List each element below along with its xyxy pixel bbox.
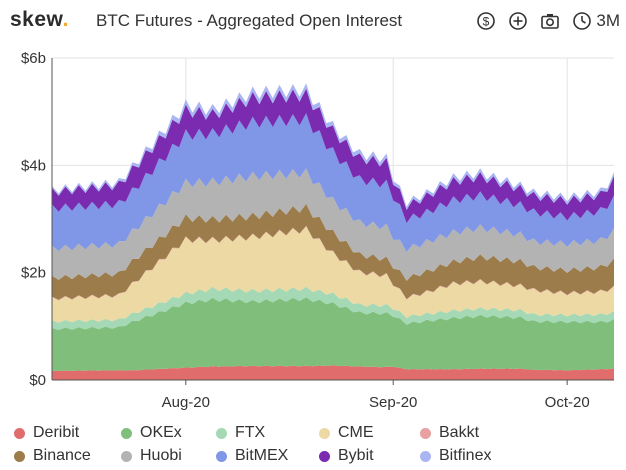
legend-item-huobi[interactable]: Huobi xyxy=(121,447,182,465)
legend-label: OKEx xyxy=(140,424,182,441)
legend-item-bakkt[interactable]: Bakkt xyxy=(420,424,479,442)
clock-icon xyxy=(572,11,592,31)
legend-label: Bitfinex xyxy=(439,447,492,464)
area-deribit[interactable] xyxy=(52,365,614,380)
y-tick-label-3: $6b xyxy=(21,50,46,67)
legend-item-deribit[interactable]: Deribit xyxy=(14,424,79,442)
y-tick-label-2: $4b xyxy=(21,157,46,174)
legend-dot-icon xyxy=(121,450,132,462)
legend-dot-icon xyxy=(216,427,227,439)
x-tick-label-1: Sep-20 xyxy=(369,394,417,411)
legend-dot-icon xyxy=(420,450,431,462)
area-bybit[interactable] xyxy=(52,88,614,224)
header-bar: skew. BTC Futures - Aggregated Open Inte… xyxy=(0,0,626,42)
legend-dot-icon xyxy=(216,450,227,462)
legend-item-bybit[interactable]: Bybit xyxy=(319,447,374,465)
area-bitfinex[interactable] xyxy=(52,83,614,210)
x-tick-label-0: Aug-20 xyxy=(162,394,210,411)
legend-item-cme[interactable]: CME xyxy=(319,424,374,442)
legend-label: BitMEX xyxy=(235,447,289,464)
legend-item-bitfinex[interactable]: Bitfinex xyxy=(420,447,491,465)
dollar-circle-icon[interactable]: $ xyxy=(476,11,496,31)
legend-dot-icon xyxy=(319,427,330,439)
area-huobi[interactable] xyxy=(52,168,614,281)
area-bitmex[interactable] xyxy=(52,113,614,252)
legend-item-binance[interactable]: Binance xyxy=(14,447,91,465)
legend-label: Binance xyxy=(33,447,91,464)
legend-label: Bakkt xyxy=(439,424,480,441)
legend-dot-icon xyxy=(14,427,25,439)
legend-dot-icon xyxy=(121,427,132,439)
logo-dot: . xyxy=(62,8,69,31)
legend-label: Huobi xyxy=(140,447,182,464)
legend-label: CME xyxy=(338,424,374,441)
time-range-selector[interactable]: 3M xyxy=(572,11,620,31)
chart-axes: $0 $2b $4b $6b Aug-20 Sep-20 Oct-20 xyxy=(21,50,614,411)
legend-label: Deribit xyxy=(33,424,80,441)
legend-label: FTX xyxy=(235,424,266,441)
area-okex[interactable] xyxy=(52,297,614,371)
legend-item-bitmex[interactable]: BitMEX xyxy=(216,447,288,465)
area-binance[interactable] xyxy=(52,203,614,300)
y-tick-label-0: $0 xyxy=(29,372,46,389)
legend-label: Bybit xyxy=(338,447,374,464)
chart-legend: Deribit OKEx FTX CME Bakkt Binance Huobi BitMEX… xyxy=(14,422,614,468)
area-ftx[interactable] xyxy=(52,286,614,330)
legend-dot-icon xyxy=(319,450,330,462)
time-range-label: 3M xyxy=(596,11,620,30)
x-tick-label-2: Oct-20 xyxy=(545,394,590,411)
logo-text: skew xyxy=(10,8,63,31)
plus-circle-icon[interactable] xyxy=(508,11,528,31)
area-cme[interactable] xyxy=(52,226,614,323)
legend-dot-icon xyxy=(420,427,431,439)
skew-logo[interactable]: skew. xyxy=(10,8,69,32)
chart-toolbar: $ 3M xyxy=(476,9,620,33)
camera-icon[interactable] xyxy=(540,11,560,31)
y-tick-label-1: $2b xyxy=(21,265,46,282)
chart-series-areas xyxy=(52,83,614,380)
legend-dot-icon xyxy=(14,450,25,462)
svg-text:$: $ xyxy=(483,15,490,29)
legend-item-ftx[interactable]: FTX xyxy=(216,424,265,442)
legend-item-okex[interactable]: OKEx xyxy=(121,424,182,442)
stacked-area-chart: $0 $2b $4b $6b Aug-20 Sep-20 Oct-20 xyxy=(21,50,614,411)
chart-title: BTC Futures - Aggregated Open Interest xyxy=(96,11,403,30)
